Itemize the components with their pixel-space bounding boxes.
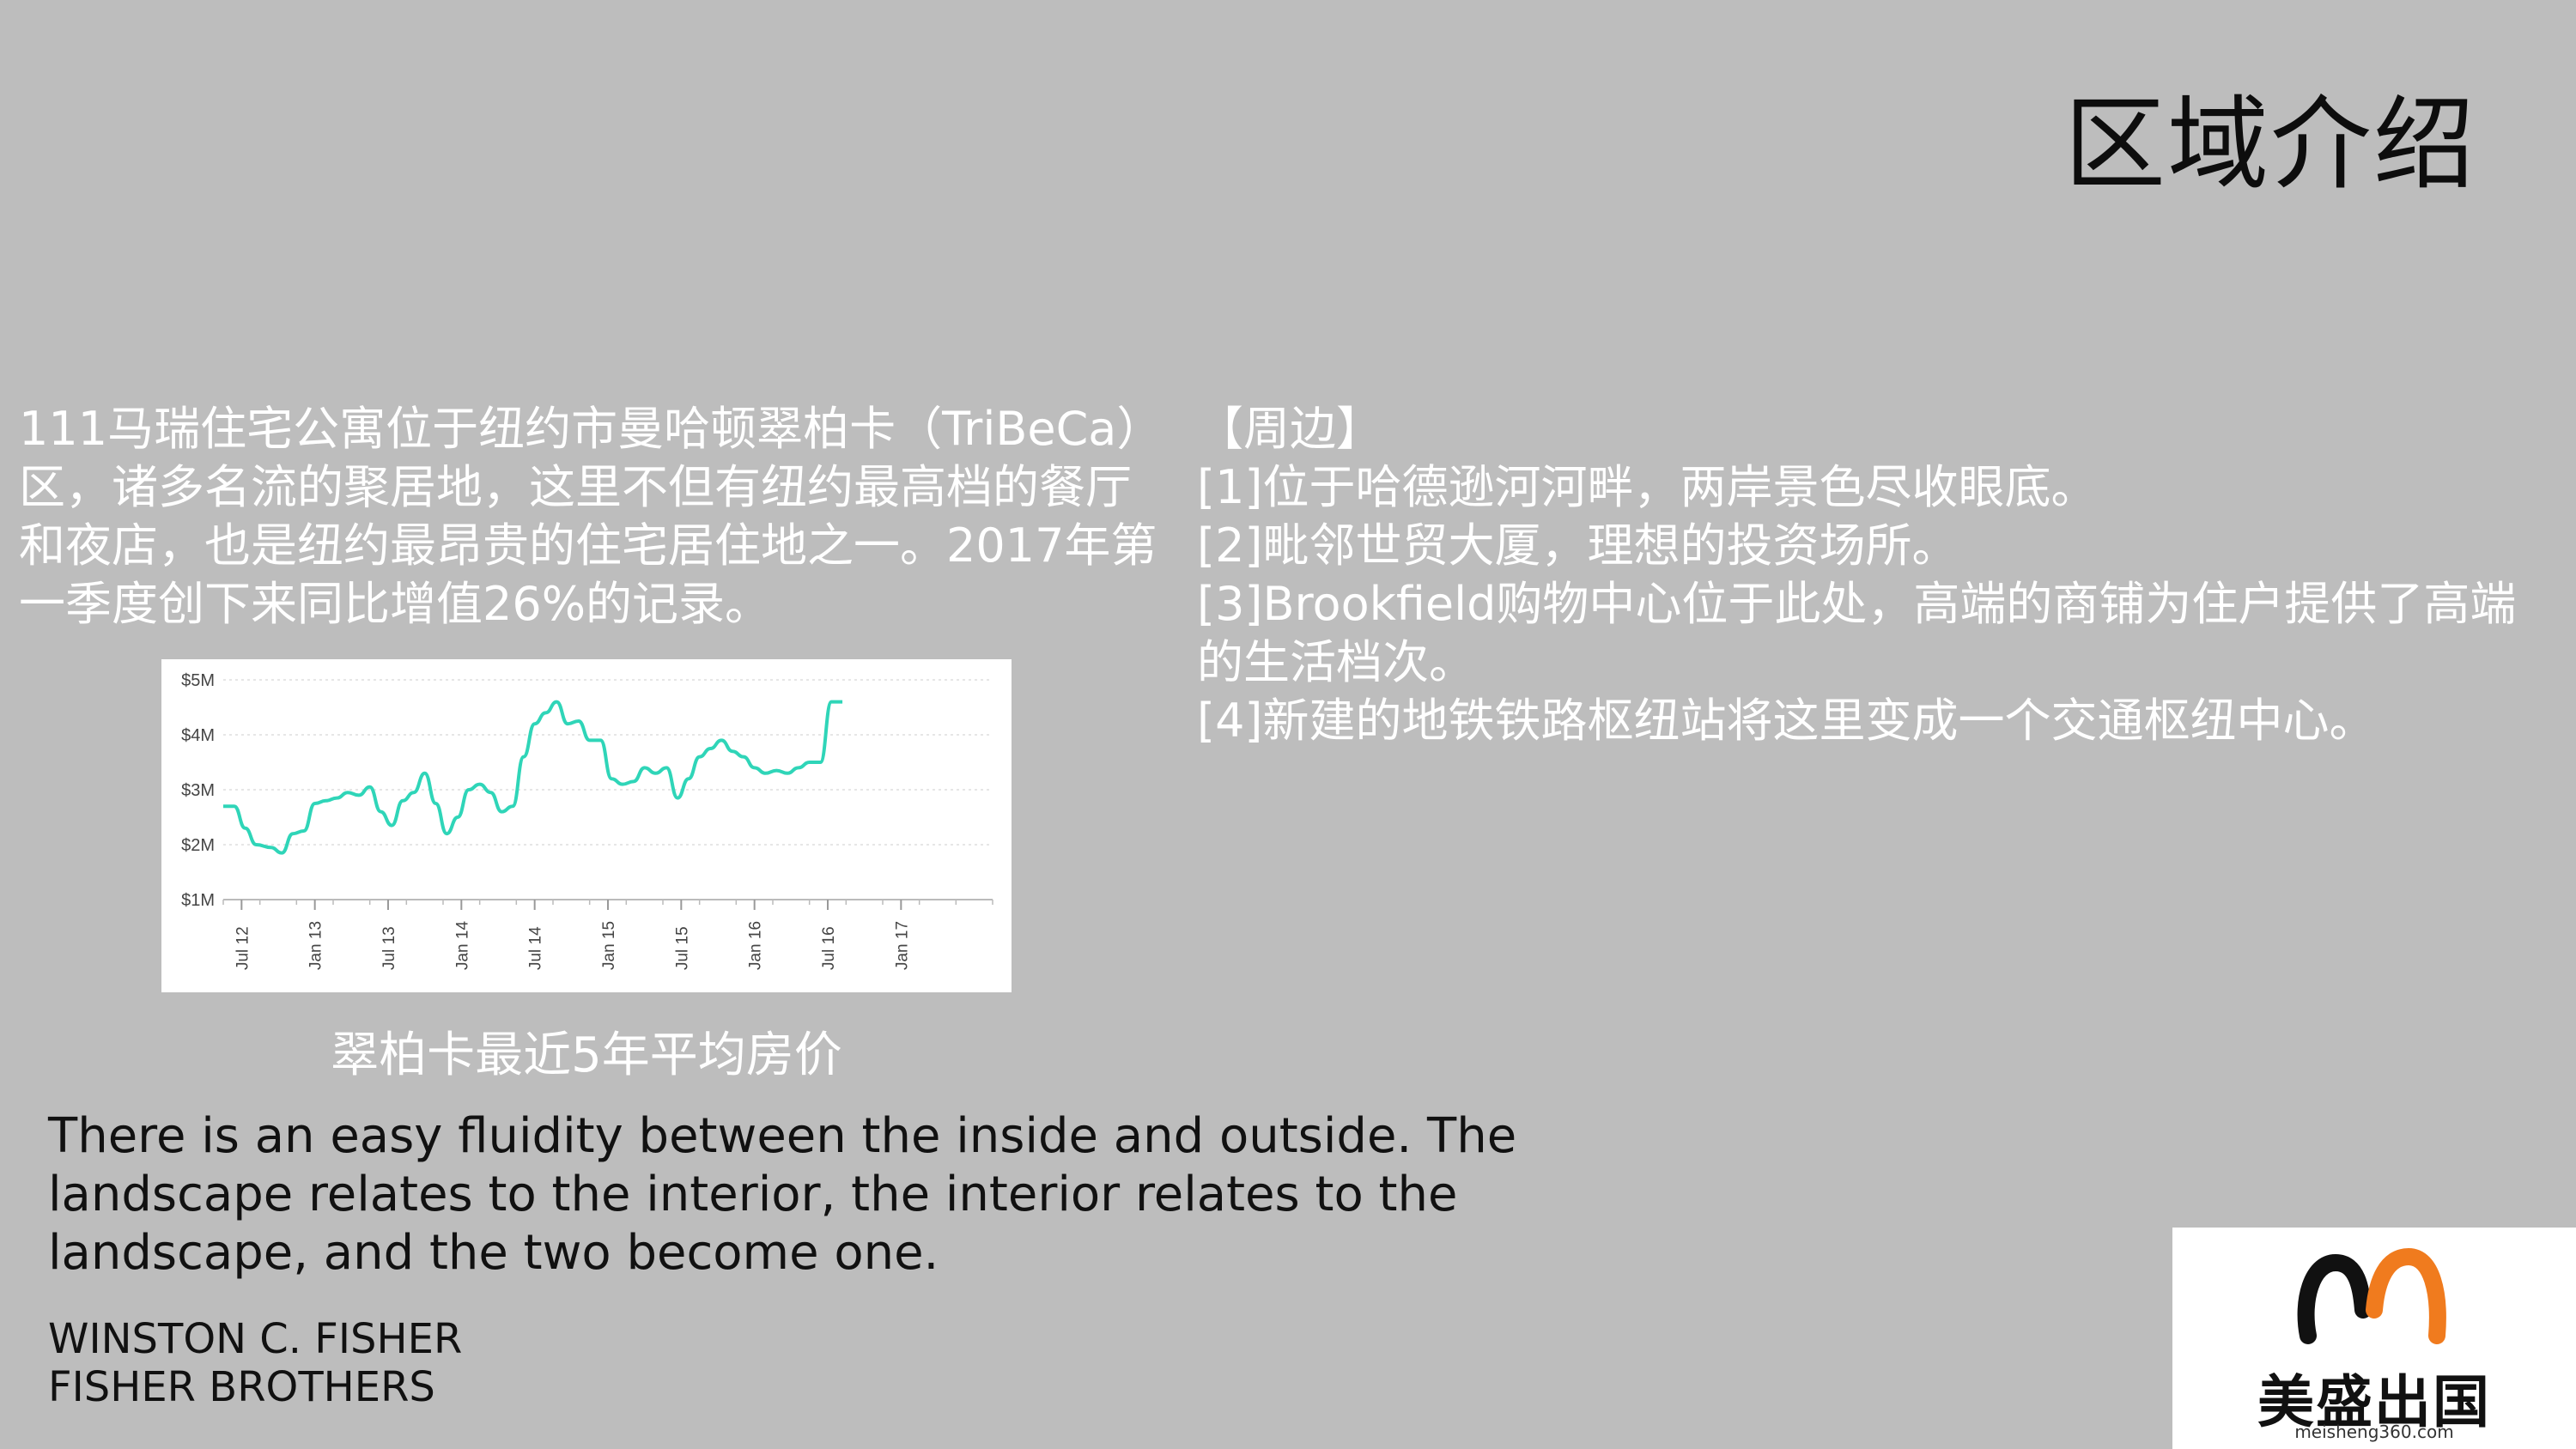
x-tick-label: Jan 13 — [307, 921, 325, 970]
nearby-heading: 【周边】 — [1197, 402, 1382, 456]
x-tick-label: Jan 16 — [747, 921, 765, 970]
x-tick-label: Jul 14 — [527, 926, 545, 970]
x-tick-label: Jul 16 — [820, 926, 838, 970]
nearby-item-1: [1]位于哈德逊河河畔，两岸景色尽收眼底。 — [1197, 460, 2098, 514]
chart-caption: 翠柏卡最近5年平均房价 — [331, 1028, 842, 1083]
quote-text: There is an easy fluidity between the in… — [48, 1108, 1517, 1281]
quote-author: WINSTON C. FISHER — [48, 1315, 463, 1363]
x-tick-label: Jan 17 — [893, 921, 911, 970]
page-title: 区域介绍 — [2063, 85, 2476, 203]
x-tick-label: Jul 13 — [380, 926, 398, 970]
nearby-item-3: [3]Brookfield购物中心位于此处，高端的商铺为住户提供了高端的生活档次… — [1197, 577, 2517, 689]
quote-attribution: WINSTON C. FISHER FISHER BROTHERS — [48, 1315, 462, 1411]
logo-right-arch — [2366, 1247, 2446, 1344]
x-tick-label: Jan 14 — [453, 921, 471, 970]
x-tick-label: Jul 15 — [673, 926, 691, 970]
y-tick-label: $4M — [181, 726, 215, 745]
brand-logo: 美盛出国 meisheng360.com — [2172, 1228, 2576, 1449]
y-tick-label: $5M — [181, 671, 215, 690]
logo-left-arch — [2297, 1253, 2372, 1344]
price-chart-svg: $1M $2M $3M $4M $5M Jul 12 Jan 13 Jul 13 Jan 14 J… — [181, 671, 993, 970]
brand-logo-icon — [2297, 1247, 2446, 1344]
brand-name: 美盛出国 — [2257, 1369, 2491, 1435]
nearby-item-2: [2]毗邻世贸大厦，理想的投资场所。 — [1197, 518, 1959, 573]
quote-company: FISHER BROTHERS — [48, 1363, 435, 1411]
nearby-item-4: [4]新建的地铁铁路枢纽站将这里变成一个交通枢纽中心。 — [1197, 694, 2376, 748]
x-tick-label: Jan 15 — [600, 921, 618, 970]
series-line-0 — [223, 700, 843, 855]
x-tick-label: Jul 12 — [234, 926, 252, 970]
y-tick-label: $2M — [181, 836, 215, 855]
nearby-section: 【周边】 [1]位于哈德逊河河畔，两岸景色尽收眼底。 [2]毗邻世贸大厦，理想的… — [1197, 400, 2537, 750]
price-chart: $1M $2M $3M $4M $5M Jul 12 Jan 13 Jul 13 Jan 14 J… — [161, 659, 1012, 992]
y-tick-label: $1M — [181, 891, 215, 910]
brand-url: meisheng360.com — [2294, 1422, 2454, 1442]
y-tick-label: $3M — [181, 781, 215, 800]
intro-paragraph: 111马瑞住宅公寓位于纽约市曼哈顿翠柏卡（TriBeCa）区，诸多名流的聚居地，… — [19, 402, 1157, 631]
